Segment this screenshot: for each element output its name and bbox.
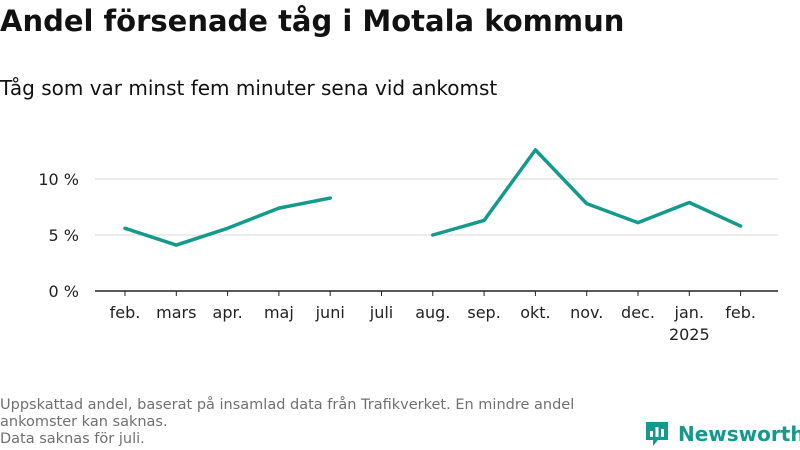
footer-note: Uppskattad andel, baserat på insamlad da… — [0, 397, 575, 430]
x-tick-label: apr. — [213, 303, 243, 322]
x-tick-label: maj — [264, 303, 294, 322]
x-tick-label: dec. — [621, 303, 655, 322]
x-tick-label: mars — [156, 303, 196, 322]
x-tick-label: feb. — [110, 303, 141, 322]
y-tick-label: 5 % — [49, 226, 79, 245]
series-line — [431, 148, 743, 237]
y-tick-label: 10 % — [38, 170, 79, 189]
x-tick-label: juni — [315, 303, 345, 322]
x-tick-label: feb. — [725, 303, 756, 322]
line-chart: 0 % 5 % 10 % feb. mars apr. maj juni juli aug. sep… — [38, 148, 778, 344]
brand-logo: Newsworthy — [644, 420, 800, 448]
series-line — [123, 196, 332, 247]
chart-footer: Uppskattad andel, baserat på insamlad da… — [0, 397, 630, 448]
x-tick-label: sep. — [467, 303, 500, 322]
footer-missing-note: Data saknas för juli. — [0, 431, 145, 447]
newsworthy-logo-icon — [646, 422, 668, 446]
x-tick-label: okt. — [520, 303, 550, 322]
x-tick-label: nov. — [570, 303, 603, 322]
chart-title: Andel försenade tåg i Motala kommun — [0, 4, 625, 38]
brand-name: Newsworthy — [678, 422, 800, 446]
x-tick-label: juli — [369, 303, 393, 322]
x-tick-label: jan. — [674, 303, 704, 322]
y-tick-label: 0 % — [49, 282, 79, 301]
x-tick-label: aug. — [415, 303, 450, 322]
x-tick-sublabel: 2025 — [669, 325, 710, 344]
chart-subtitle: Tåg som var minst fem minuter sena vid a… — [0, 76, 498, 100]
